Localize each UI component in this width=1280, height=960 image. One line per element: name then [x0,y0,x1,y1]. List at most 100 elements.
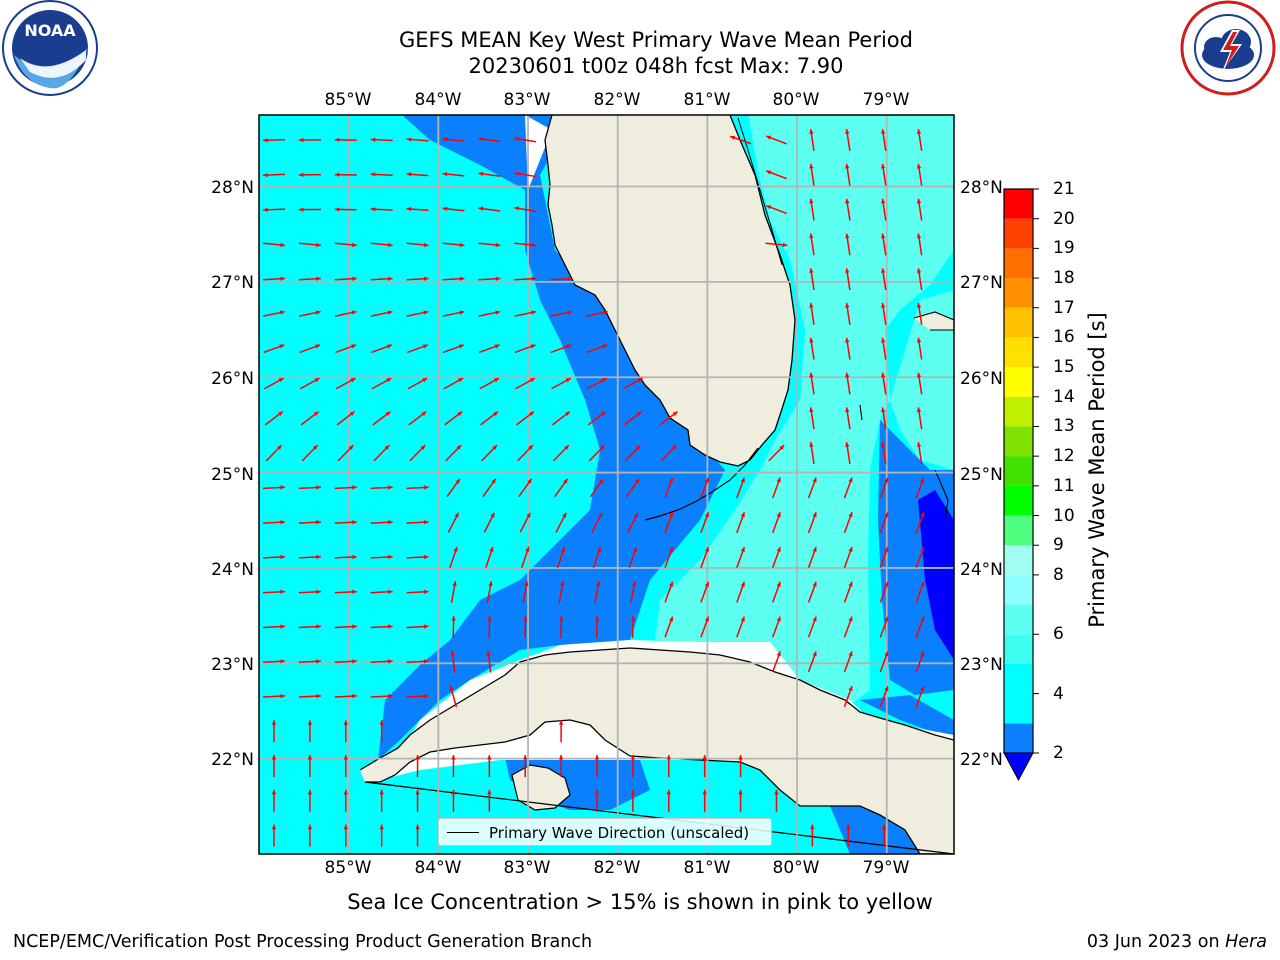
wave-direction-arrow [262,242,286,248]
wave-direction-arrow [768,444,785,462]
wave-direction-arrow [515,377,536,390]
lon-bottom-tick-79w: 79°W [862,858,910,878]
lon-top-tick-81w: 81°W [683,90,731,110]
wave-direction-arrow [299,344,321,354]
footer-date: 03 Jun 2023 on Hera [1087,932,1267,952]
wave-direction-arrow [879,581,889,603]
wave-direction-arrow [262,659,286,664]
wave-direction-arrow [298,589,321,594]
lat-left-tick-28n: 28°N [211,178,254,198]
wave-direction-arrow [263,310,285,317]
wave-direction-arrow [664,581,674,603]
wave-direction-arrow [263,377,285,390]
wave-direction-arrow [370,310,393,317]
wave-direction-arrow [407,377,428,390]
colorbar-segment [1004,456,1033,486]
wave-direction-arrow [879,546,889,568]
bahamas-coastline [859,311,954,521]
colorbar-tick-label: 18 [1053,268,1075,289]
wave-direction-arrow [810,824,815,847]
wave-direction-arrow [271,755,277,778]
noaa-logo-text: NOAA [24,21,76,40]
atlantic-period-6-7 [655,115,954,705]
wave-direction-arrow [343,720,348,743]
wave-direction-arrow [482,478,497,498]
wave-direction-arrow [518,478,533,498]
wave-direction-arrow [379,824,384,847]
wave-direction-arrow [916,198,923,221]
colorbar-frame [1003,188,1034,754]
lat-left-tick-24n: 24°N [211,560,254,580]
florida-coastline [544,115,796,467]
wave-direction-arrow [445,444,462,462]
wave-direction-arrow [480,410,499,426]
noaa-logo: NOAA [2,0,98,96]
wave-direction-arrow [765,204,788,215]
wave-direction-arrow [406,310,429,317]
wave-direction-arrow [442,171,465,177]
wave-direction-arrow [550,344,572,354]
lat-left-tick-27n: 27°N [211,273,254,293]
wave-direction-arrow [271,720,277,743]
wave-direction-arrow [916,302,923,325]
wave-direction-arrow [550,276,573,281]
wave-direction-arrow [771,511,781,534]
wave-direction-arrow [371,377,392,390]
wave-direction-arrow [409,444,426,462]
atlantic-period-6-7b [890,290,954,470]
wave-direction-arrow [664,616,674,638]
wave-direction-arrow [300,410,320,426]
wave-direction-arrow [370,276,393,281]
wave-direction-arrow [299,377,320,390]
wave-direction-arrow [916,442,923,465]
wave-direction-arrow [586,310,608,317]
wave-direction-arrow [370,172,393,177]
wave-direction-arrow [915,477,925,499]
wave-direction-arrow [625,478,640,498]
colorbar-segment [1004,189,1033,219]
colorbar-tick-label: 16 [1053,327,1075,348]
wave-direction-arrow [809,198,815,221]
wave-direction-arrow [370,485,393,490]
wave-direction-arrow [809,442,815,465]
footer-host: Hera [1225,932,1267,952]
wave-direction-arrow [406,520,429,525]
wave-direction-arrow [700,616,710,638]
wave-direction-arrow [664,511,674,534]
wave-direction-arrow [262,624,286,629]
colorbar-segment [1004,663,1033,694]
wave-direction-arrow [843,546,853,568]
wave-direction-arrow [845,372,851,395]
footer-credit: NCEP/EMC/Verification Post Processing Pr… [13,932,593,952]
wave-direction-arrow [588,444,606,462]
wave-direction-arrow [774,789,779,812]
wave-direction-arrow [666,755,671,778]
wave-direction-arrow [406,172,429,177]
colorbar-segment [1004,218,1033,249]
wave-direction-arrow [415,824,420,847]
wave-direction-arrow [370,624,393,629]
wave-direction-arrow [807,477,817,499]
wave-direction-arrow [271,824,277,847]
wave-direction-arrow [881,442,887,465]
colorbar-tick-label: 6 [1053,624,1064,645]
wave-direction-arrow [334,520,357,525]
wave-direction-arrow [915,685,925,708]
cuba-land [360,648,954,854]
wave-direction-arrow [335,344,357,354]
wave-direction-arrow [446,478,461,498]
bahamas-land [914,312,954,330]
lat-right-tick-23n: 23°N [960,655,1003,675]
wave-direction-arrow [334,485,357,490]
wave-direction-arrow [487,755,492,778]
colorbar-tick-label: 4 [1053,683,1064,704]
wave-direction-arrows [262,129,925,847]
wave-direction-arrow [406,344,429,354]
wave-direction-arrow [514,136,537,143]
wave-direction-arrow [807,581,817,603]
wave-direction-arrow [551,377,572,390]
wave-direction-arrow [523,755,528,778]
wave-direction-arrow [916,233,923,256]
colorbar-segment [1004,485,1033,516]
